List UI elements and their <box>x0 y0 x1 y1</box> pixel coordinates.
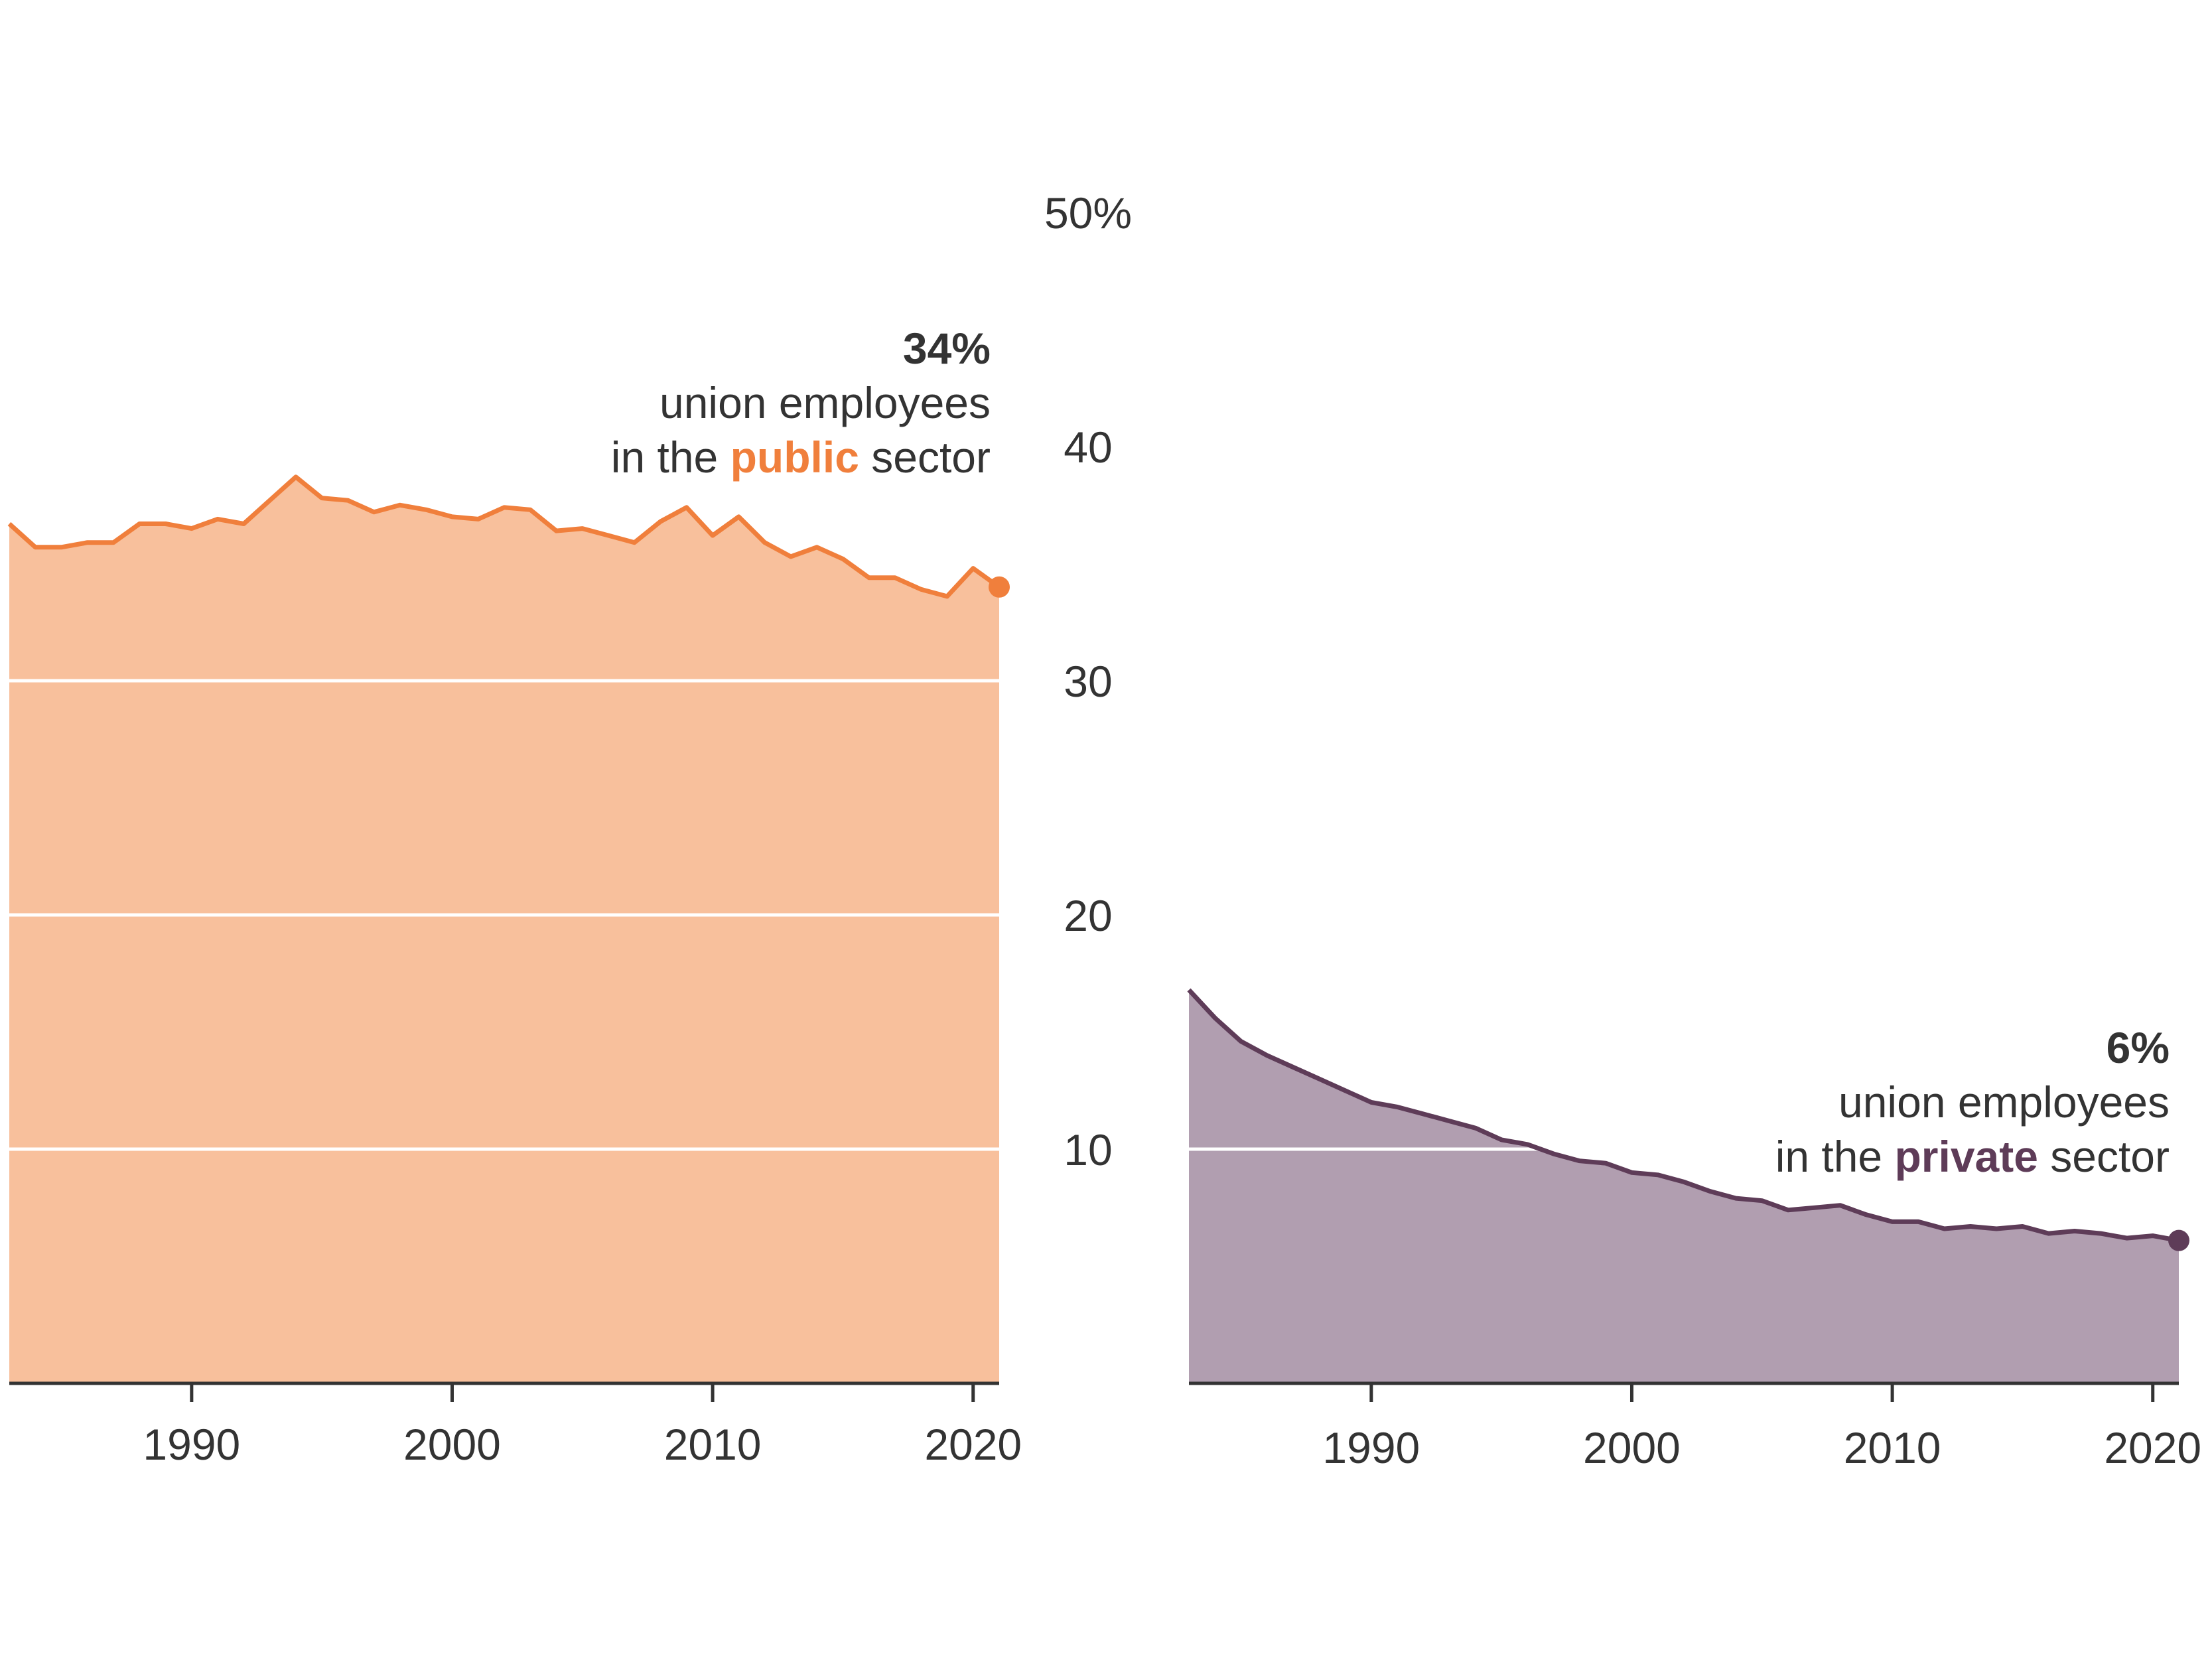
y-tick-label-20: 20 <box>1064 891 1112 940</box>
private-x-tick-label-1990: 1990 <box>1322 1423 1420 1472</box>
private-x-tick-label-2000: 2000 <box>1583 1423 1681 1472</box>
private-annotation-line2: in the private sector <box>1775 1132 2170 1181</box>
public-annotation-line2-before: in the <box>611 433 730 482</box>
public-sector-panel: 1990 2000 2010 2020 34% union employees in the… <box>7 324 1022 1469</box>
y-tick-label-50: 50% <box>1044 188 1132 238</box>
public-x-tick-label-2020: 2020 <box>924 1420 1022 1469</box>
private-annotation-highlight: private <box>1894 1132 2038 1181</box>
private-annotation-line2-before: in the <box>1775 1132 1895 1181</box>
private-annotation-value: 6% <box>2107 1023 2170 1072</box>
y-tick-label-40: 40 <box>1064 423 1112 472</box>
public-x-tick-label-2010: 2010 <box>664 1420 762 1469</box>
private-annotation-line1: union employees <box>1838 1077 2170 1127</box>
public-sector-end-point <box>989 576 1010 598</box>
public-annotation-line2-after: sector <box>859 433 991 482</box>
private-sector-end-point <box>2168 1229 2189 1251</box>
public-sector-area <box>9 476 999 1383</box>
public-sector-line <box>7 474 1001 599</box>
public-annotation-line1: union employees <box>659 378 991 427</box>
public-annotation-highlight: public <box>730 433 859 482</box>
private-annotation-line2-after: sector <box>2038 1132 2170 1181</box>
private-sector-area <box>1189 990 2179 1383</box>
private-sector-line <box>1187 988 2179 1243</box>
public-x-tick-label-1990: 1990 <box>143 1420 240 1469</box>
public-annotation-value: 34% <box>903 324 991 373</box>
y-tick-label-30: 30 <box>1064 657 1112 706</box>
y-tick-label-10: 10 <box>1064 1125 1112 1174</box>
shared-y-axis: 50% 40 30 20 10 <box>1044 188 1132 1174</box>
private-x-tick-label-2020: 2020 <box>2104 1423 2201 1472</box>
public-x-tick-label-2000: 2000 <box>403 1420 501 1469</box>
public-annotation-line2: in the public sector <box>611 433 991 482</box>
private-x-tick-label-2010: 2010 <box>1844 1423 1941 1472</box>
private-sector-panel: 1990 2000 2010 2020 6% union employees in the … <box>1187 988 2201 1472</box>
